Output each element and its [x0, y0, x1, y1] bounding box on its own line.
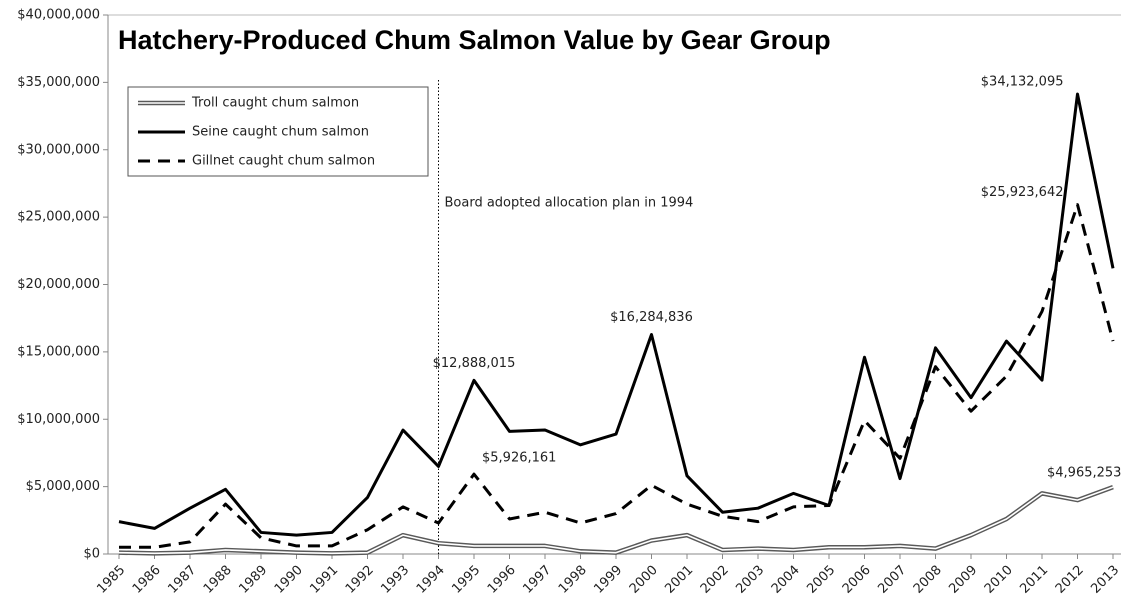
x-tick-label: 2012: [1053, 563, 1087, 597]
annotation: Board adopted allocation plan in 1994: [445, 196, 694, 211]
x-tick-label: 2006: [840, 563, 874, 597]
y-tick-label: $30,000,000: [17, 142, 100, 157]
y-tick-label: $35,000,000: [17, 75, 100, 90]
x-tick-label: 1986: [130, 563, 164, 597]
y-tick-label: $10,000,000: [17, 412, 100, 427]
legend-label: Troll caught chum salmon: [191, 96, 359, 111]
x-tick-label: 2007: [875, 563, 909, 597]
chart-title: Hatchery-Produced Chum Salmon Value by G…: [118, 25, 831, 55]
data-label: $12,888,015: [433, 356, 516, 371]
data-label: $34,132,095: [981, 75, 1064, 90]
x-tick-label: 2005: [804, 563, 838, 597]
x-tick-label: 1987: [165, 563, 199, 597]
data-label: $4,965,253: [1047, 466, 1121, 481]
x-tick-label: 2003: [733, 563, 767, 597]
x-tick-label: 1995: [449, 563, 483, 597]
legend-label: Seine caught chum salmon: [192, 125, 369, 140]
x-tick-label: 1992: [343, 563, 377, 597]
y-tick-label: $15,000,000: [17, 344, 100, 359]
y-tick-label: $40,000,000: [17, 8, 100, 23]
x-tick-label: 2013: [1088, 563, 1121, 597]
legend-label: Gillnet caught chum salmon: [192, 154, 375, 169]
x-tick-label: 1985: [94, 563, 128, 597]
x-tick-label: 2010: [982, 563, 1016, 597]
x-tick-label: 2011: [1017, 563, 1051, 597]
x-tick-label: 1990: [272, 563, 306, 597]
y-tick-label: $5,000,000: [26, 479, 100, 494]
x-tick-label: 1998: [556, 563, 590, 597]
x-tick-label: 2004: [769, 563, 803, 597]
x-tick-label: 2009: [946, 563, 980, 597]
data-label: $5,926,161: [482, 451, 556, 466]
x-tick-label: 1993: [378, 563, 412, 597]
x-tick-label: 2000: [627, 563, 661, 597]
x-tick-label: 2008: [911, 563, 945, 597]
y-tick-label: $25,000,000: [17, 210, 100, 225]
x-tick-label: 1989: [236, 563, 270, 597]
x-tick-label: 1997: [520, 563, 554, 597]
x-tick-label: 1996: [485, 563, 519, 597]
line-series-inner: [118, 486, 1114, 555]
y-tick-label: $0: [83, 547, 100, 562]
line-series: [118, 484, 1114, 556]
x-tick-label: 1991: [307, 563, 341, 597]
line-series: [118, 92, 1115, 537]
x-tick-label: 1994: [414, 563, 448, 597]
x-tick-label: 2001: [662, 563, 696, 597]
x-tick-label: 1988: [201, 563, 235, 597]
x-tick-label: 2002: [698, 563, 732, 597]
line-series: [119, 203, 1115, 549]
x-tick-label: 1999: [591, 563, 625, 597]
data-label: $16,284,836: [610, 310, 693, 325]
y-tick-label: $20,000,000: [17, 277, 100, 292]
data-label: $25,923,642: [981, 185, 1064, 200]
